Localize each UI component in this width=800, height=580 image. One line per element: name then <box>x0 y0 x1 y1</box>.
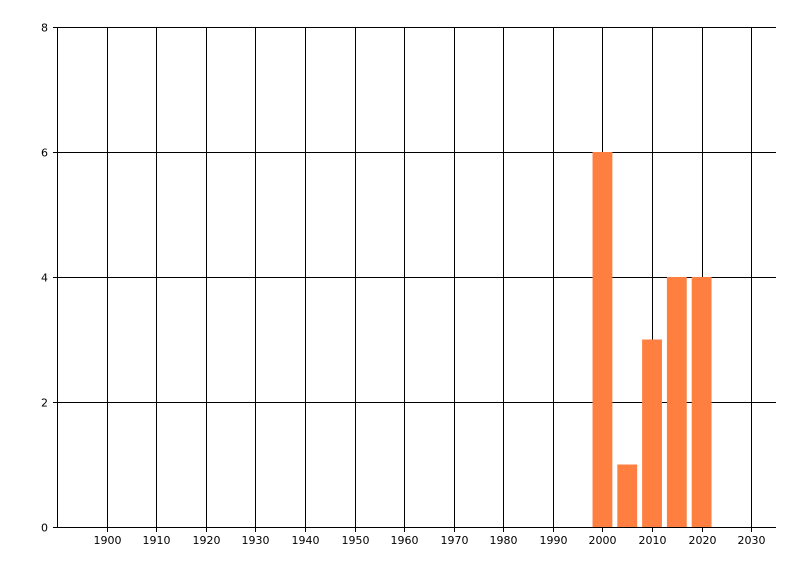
x-tick-label: 2020 <box>689 534 717 547</box>
x-tick-label: 1990 <box>540 534 568 547</box>
axes <box>53 27 776 528</box>
y-tick-label: 8 <box>41 22 48 35</box>
x-tick-label: 1910 <box>143 534 171 547</box>
x-tick-label: 2030 <box>738 534 766 547</box>
y-tick-label: 0 <box>41 522 48 535</box>
x-tick-label: 1970 <box>441 534 469 547</box>
x-tick-label: 1940 <box>292 534 320 547</box>
x-tick-label: 1950 <box>342 534 370 547</box>
bar-2020 <box>691 277 712 527</box>
x-tick-label: 2010 <box>639 534 667 547</box>
y-tick-label: 4 <box>41 272 48 285</box>
bar-2005 <box>617 464 638 527</box>
x-tick-label: 2000 <box>589 534 617 547</box>
bar-2000 <box>592 152 613 527</box>
x-tick-label: 1980 <box>490 534 518 547</box>
x-tick-label: 1930 <box>242 534 270 547</box>
bars <box>592 152 712 527</box>
bar-2015 <box>666 277 687 527</box>
x-tick-label: 1960 <box>391 534 419 547</box>
x-tick-label: 1920 <box>193 534 221 547</box>
x-tick-label: 1900 <box>94 534 122 547</box>
y-tick-label: 2 <box>41 397 48 410</box>
y-tick-label: 6 <box>41 147 48 160</box>
tick-labels: 0 2 4 6 8 1900 1910 1920 1930 1940 1950 1960 1970 198… <box>41 22 766 548</box>
bar-2010 <box>642 339 662 527</box>
